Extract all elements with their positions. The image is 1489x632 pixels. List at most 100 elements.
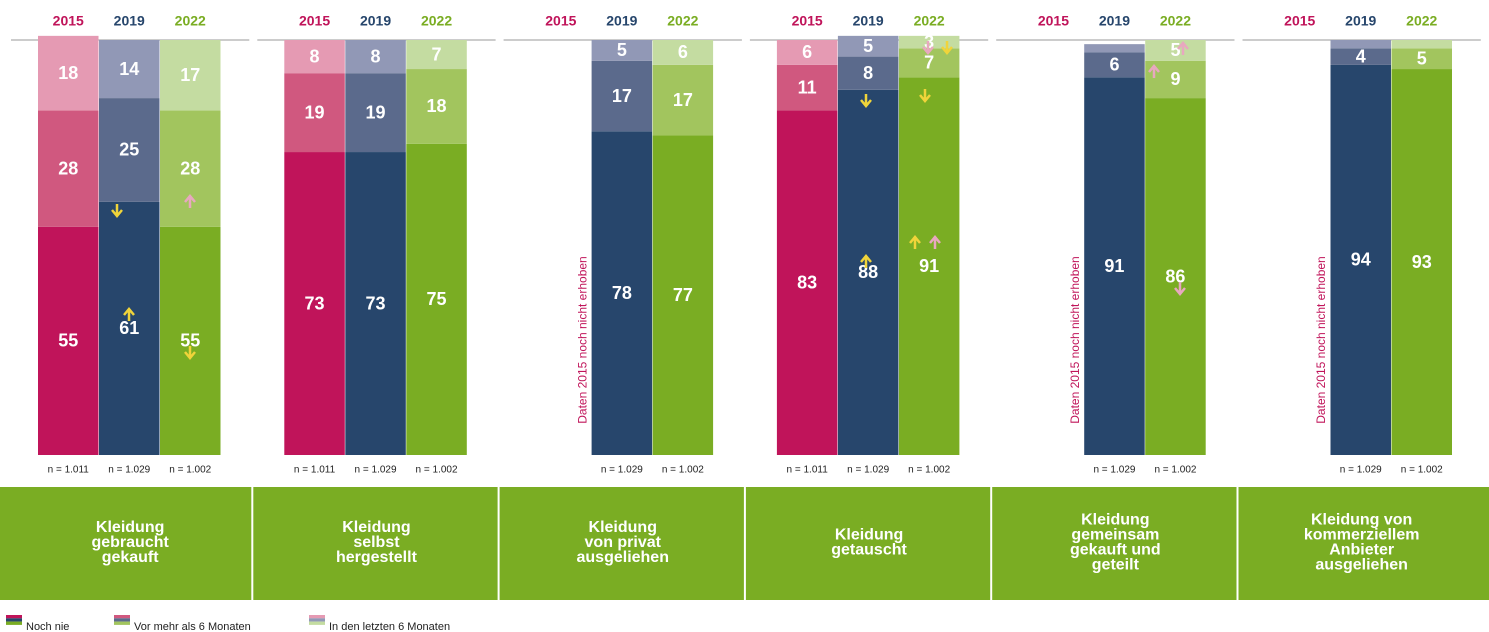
data-label: 17 <box>612 86 632 106</box>
data-label: 7 <box>432 44 442 64</box>
bar-segment <box>406 143 467 455</box>
legend-label: Noch nie <box>26 621 69 632</box>
data-label: 28 <box>58 158 78 178</box>
sample-size: n = 1.011 <box>787 465 829 476</box>
group-box <box>0 487 252 600</box>
year-label: 2015 <box>1284 13 1315 29</box>
bar-segment <box>406 69 467 144</box>
sample-size: n = 1.029 <box>1340 465 1382 476</box>
group-label: Kleidung <box>1081 512 1149 529</box>
data-label: 8 <box>863 63 873 83</box>
bar-segment <box>1391 48 1452 70</box>
group-label: geteilt <box>1092 557 1140 574</box>
bar-segment <box>837 56 899 90</box>
year-label: 2015 <box>545 13 576 29</box>
data-label: 19 <box>366 102 386 122</box>
bar-segment <box>591 131 653 456</box>
data-label: 6 <box>678 42 688 62</box>
group-box <box>745 487 991 600</box>
arrow <box>1177 41 1189 55</box>
bar-segment <box>284 40 345 74</box>
arrow <box>909 235 921 249</box>
bar-segment <box>837 35 899 57</box>
year-label: 2019 <box>1345 13 1376 29</box>
bar-segment <box>652 40 714 65</box>
bar-segment <box>38 35 99 111</box>
bar-segment <box>160 40 221 111</box>
bar-segment <box>1330 64 1391 456</box>
sample-size: n = 1.002 <box>1401 465 1443 476</box>
group-label: gebraucht <box>91 534 169 551</box>
bar-segment <box>1084 44 1145 53</box>
legend-swatch <box>309 621 325 625</box>
group-box <box>992 487 1237 600</box>
data-label: 73 <box>366 293 386 313</box>
data-label: 4 <box>1356 46 1366 66</box>
data-label: 14 <box>119 59 139 79</box>
group-label: von privat <box>585 534 662 551</box>
year-label: 2022 <box>1160 13 1191 29</box>
data-label: 5 <box>1417 48 1427 68</box>
bar-segment <box>1391 69 1452 456</box>
bar-segment <box>345 40 406 74</box>
data-label: 83 <box>797 273 817 293</box>
bar-segment <box>1084 77 1145 455</box>
data-label: 17 <box>180 65 200 85</box>
sample-size: n = 1.011 <box>48 465 90 476</box>
group-label: kommerziellem <box>1304 527 1420 544</box>
year-label: 2019 <box>853 13 884 29</box>
year-label: 2015 <box>1038 13 1069 29</box>
data-label: 11 <box>798 77 817 97</box>
bar-segment <box>1145 40 1206 61</box>
legend-swatch <box>6 615 22 619</box>
bar-segment <box>652 64 714 136</box>
year-label: 2019 <box>1099 13 1130 29</box>
sample-size: n = 1.002 <box>662 465 704 476</box>
legend-swatch <box>114 621 130 625</box>
legend-swatch <box>114 618 130 622</box>
bar-segment <box>284 152 345 456</box>
arrow <box>1174 282 1186 296</box>
legend-label: Vor mehr als 6 Monaten <box>134 621 251 632</box>
group-label: ausgeliehen <box>1315 557 1407 574</box>
year-label: 2015 <box>792 13 823 29</box>
legend-swatch <box>6 618 22 622</box>
bar-segment <box>1330 48 1391 65</box>
bar-segment <box>38 110 99 227</box>
year-label: 2022 <box>175 13 206 29</box>
data-label: 5 <box>863 36 873 56</box>
legend-label: In den letzten 6 Monaten <box>329 621 450 632</box>
arrow <box>922 41 934 55</box>
data-label: 93 <box>1412 252 1432 272</box>
bar-segment <box>776 40 838 65</box>
bar-segment <box>898 77 960 455</box>
arrow <box>184 194 196 208</box>
arrow <box>919 89 931 103</box>
arrow <box>860 254 872 268</box>
data-label: 17 <box>673 90 693 110</box>
group-label: Kleidung <box>835 527 903 544</box>
data-label: 86 <box>1165 266 1185 286</box>
note: Daten 2015 noch nicht erhoben <box>575 256 589 423</box>
data-label: 9 <box>1170 69 1180 89</box>
data-label: 28 <box>180 158 200 178</box>
legend-swatch <box>6 621 22 625</box>
group-label: Kleidung von <box>1311 512 1412 529</box>
data-label: 61 <box>119 318 139 338</box>
bar-segment <box>160 226 221 455</box>
group-label: Kleidung <box>589 519 657 536</box>
bar-segment <box>591 40 653 61</box>
data-label: 78 <box>612 283 632 303</box>
group-box <box>499 487 744 600</box>
bar-segment <box>776 64 838 111</box>
year-label: 2019 <box>114 13 145 29</box>
group-label: Kleidung <box>342 519 410 536</box>
year-label: 2019 <box>360 13 391 29</box>
bar-segment <box>652 135 714 455</box>
data-label: 91 <box>919 256 939 276</box>
data-label: 6 <box>1109 55 1119 75</box>
data-label: 55 <box>58 331 78 351</box>
arrow <box>111 204 123 218</box>
bar-segment <box>38 226 99 455</box>
